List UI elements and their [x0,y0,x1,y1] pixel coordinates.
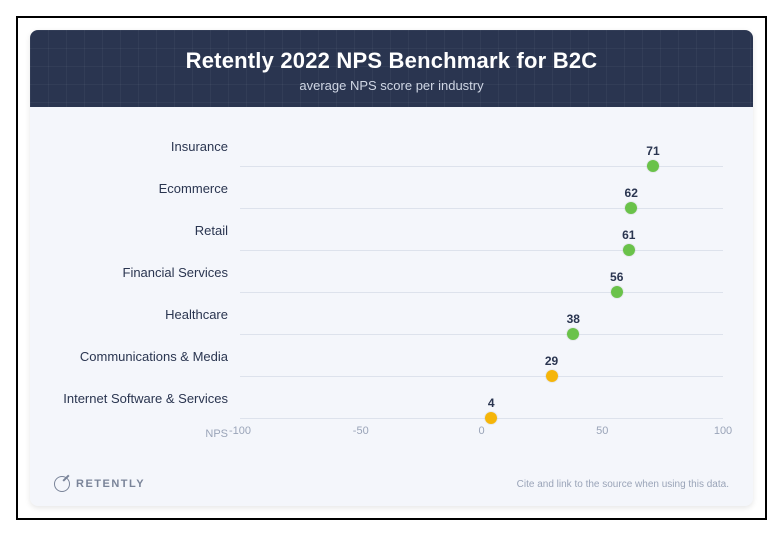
row-label: Healthcare [40,307,240,322]
chart-row: Retail 61 [40,209,723,251]
x-axis: NPS -100-50050100 [40,419,723,449]
row-track: 61 [240,209,723,251]
row-track: 38 [240,293,723,335]
axis-tick: -50 [353,425,369,437]
data-value-label: 4 [488,396,495,410]
chart-row: Insurance 71 [40,125,723,167]
row-track: 56 [240,251,723,293]
outer-frame: Retently 2022 NPS Benchmark for B2C aver… [16,16,767,520]
row-track: 29 [240,335,723,377]
axis-tick: 0 [478,425,484,437]
axis-tick: 100 [714,425,732,437]
cite-text: Cite and link to the source when using t… [517,479,729,490]
chart-footer: RETENTLY Cite and link to the source whe… [30,476,753,506]
data-value-label: 62 [625,186,638,200]
data-value-label: 71 [646,144,659,158]
axis-ticks: -100-50050100 [240,419,723,449]
row-track: 71 [240,125,723,167]
chart-row: Healthcare 38 [40,293,723,335]
chart-row: Financial Services 56 [40,251,723,293]
row-track: 4 [240,377,723,419]
row-label: Retail [40,223,240,238]
chart-row: Communications & Media 29 [40,335,723,377]
chart-area: Insurance 71 Ecommerce 62 Retail 61 Financial … [30,107,753,476]
brand: RETENTLY [54,476,145,492]
chart-title: Retently 2022 NPS Benchmark for B2C [40,48,743,74]
axis-label: NPS [40,428,240,440]
chart-rows: Insurance 71 Ecommerce 62 Retail 61 Financial … [40,125,723,419]
chart-row: Internet Software & Services 4 [40,377,723,419]
row-label: Ecommerce [40,181,240,196]
brand-text: RETENTLY [76,478,145,490]
data-value-label: 29 [545,354,558,368]
chart-row: Ecommerce 62 [40,167,723,209]
data-value-label: 56 [610,270,623,284]
row-label: Financial Services [40,265,240,280]
axis-tick: -100 [229,425,251,437]
chart-subtitle: average NPS score per industry [40,78,743,93]
chart-header: Retently 2022 NPS Benchmark for B2C aver… [30,30,753,107]
row-track: 62 [240,167,723,209]
chart-card: Retently 2022 NPS Benchmark for B2C aver… [30,30,753,506]
row-label: Communications & Media [40,349,240,364]
row-label: Internet Software & Services [40,391,240,406]
data-value-label: 61 [622,228,635,242]
brand-icon [54,476,70,492]
axis-tick: 50 [596,425,608,437]
row-label: Insurance [40,139,240,154]
data-value-label: 38 [567,312,580,326]
